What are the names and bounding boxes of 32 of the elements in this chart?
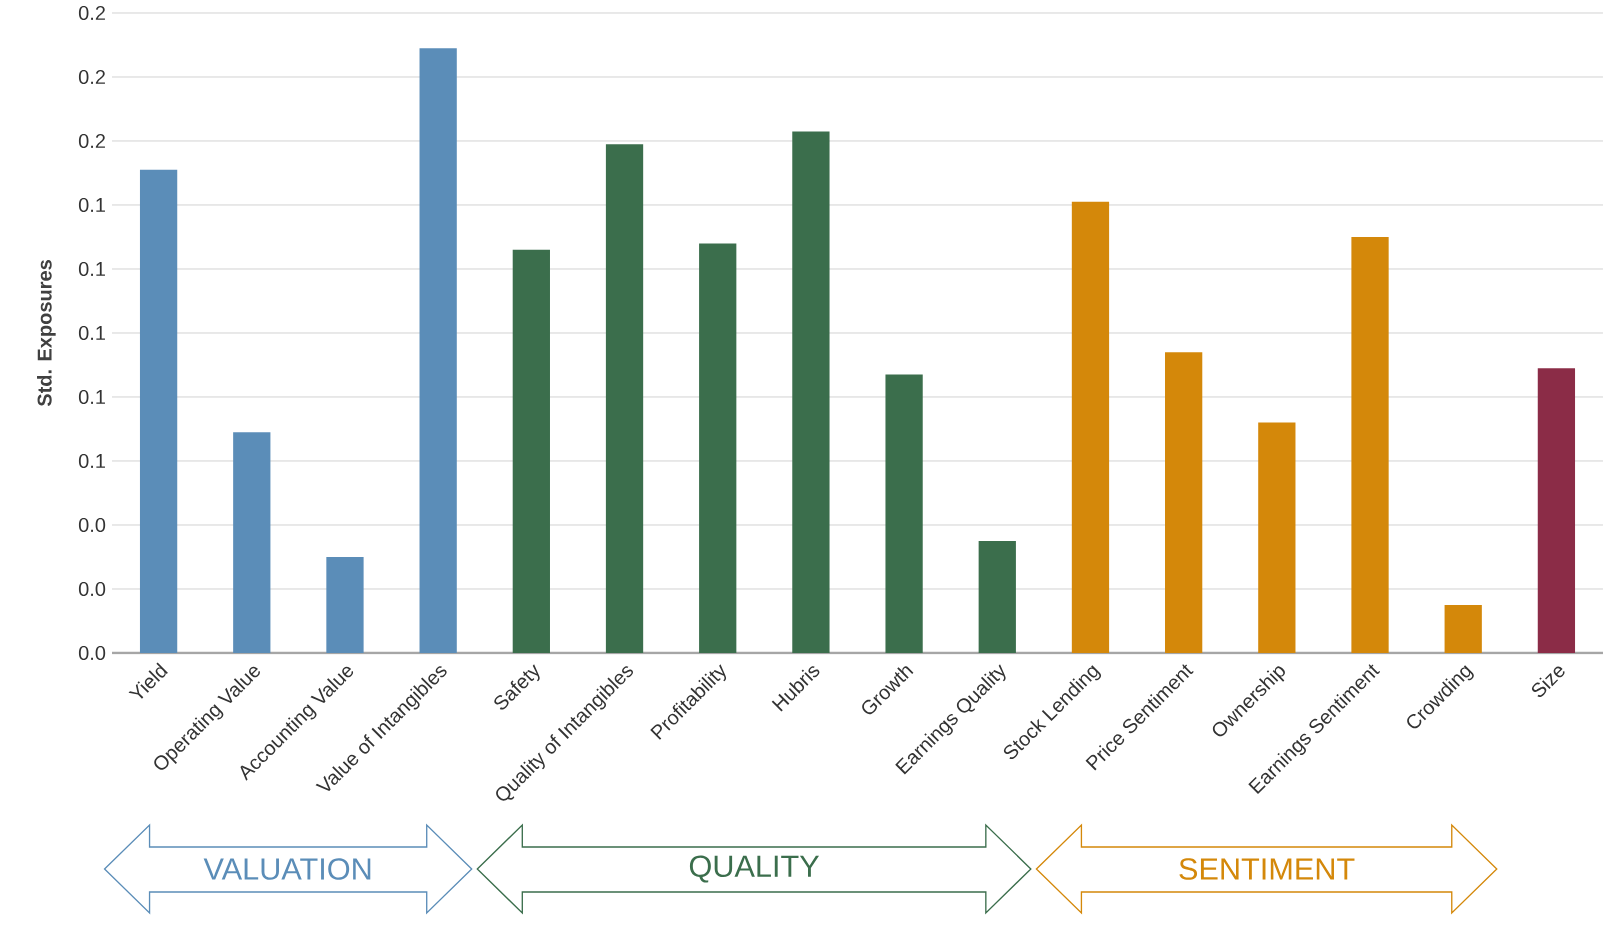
y-tick-label: 0.1 [78,197,105,213]
y-tick-label: 0.0 [78,581,106,597]
bar [885,374,923,653]
bar [605,144,644,653]
bar [1258,422,1296,653]
bar [139,169,178,653]
y-tick-label: 0.2 [78,5,105,21]
y-tick-label: 0.0 [78,517,106,533]
y-tick-label: 0.1 [78,389,105,405]
text: QUALITY [689,855,820,883]
bar [978,540,1016,653]
bar [699,243,737,653]
bar [1444,604,1482,653]
y-tick-label: 0.2 [78,69,105,85]
y-tick-label: 0.1 [78,325,105,341]
bar [792,131,830,653]
bar [1165,352,1203,653]
y-tick-label: 0.2 [78,133,105,149]
y-tick-label: 0.1 [78,453,105,469]
y-tick-label: 0.1 [78,261,105,277]
x-tick-label: Size [1531,666,1565,697]
bar [1537,368,1576,653]
bar [233,432,271,653]
text: VALUATION [203,858,371,880]
bar [1071,201,1110,653]
bar [419,48,457,653]
y-tick-label: 0.0 [78,645,106,661]
y-axis-title: Std. Exposures [37,260,56,407]
bar [326,556,364,653]
text: SENTIMENT [1179,858,1355,880]
bar [1351,236,1389,653]
bar [512,249,550,653]
